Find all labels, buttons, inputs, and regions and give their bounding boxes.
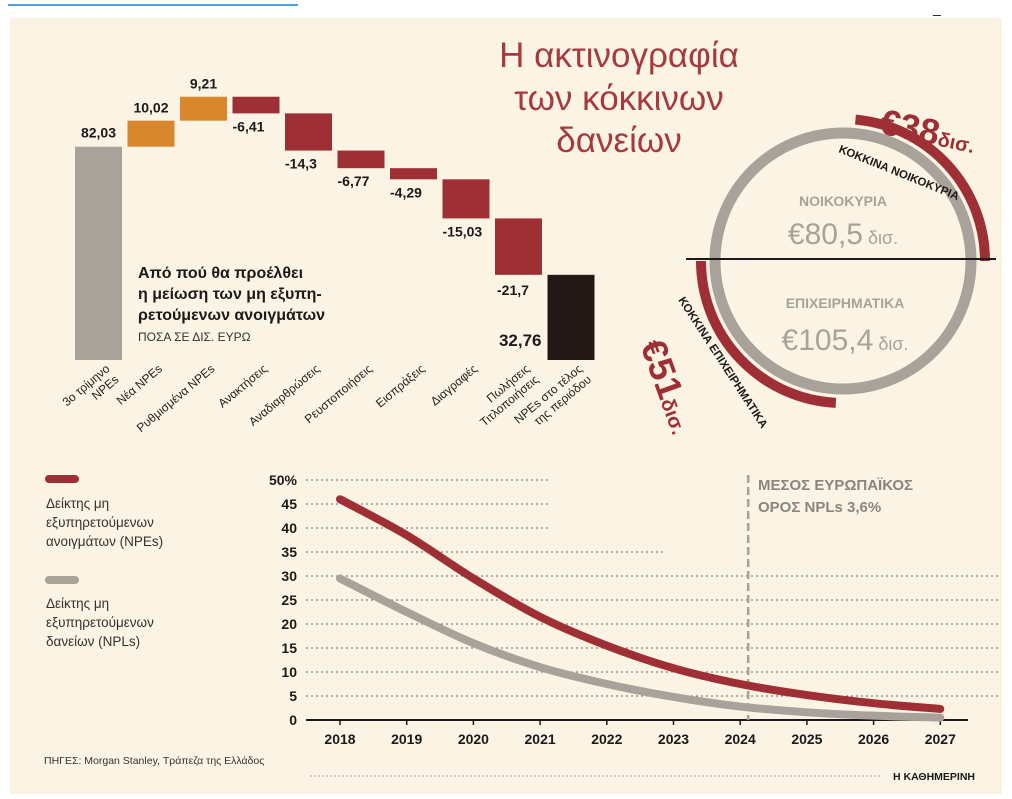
waterfall-category-label: Διαγραφές [428, 361, 480, 408]
waterfall-category-label: Ανακτήσεις [215, 361, 270, 410]
waterfall-bar [285, 113, 332, 151]
line-chart-legend: Δείκτης μη εξυπηρετούμενων ανοιγμάτων (N… [45, 475, 163, 649]
waterfall-bar [337, 150, 385, 169]
x-tick-label: 2018 [324, 731, 355, 747]
red-households-arc [855, 114, 990, 262]
sources-note: ΠΗΓΕΣ: Morgan Stanley, Τράπεζα της Ελλάδ… [44, 755, 264, 767]
business-value-unit: δισ. [878, 334, 908, 354]
waterfall-value-label: 9,21 [190, 76, 217, 92]
x-tick-label: 2023 [658, 731, 689, 747]
business-value-amount: €105,4 [782, 324, 874, 357]
waterfall-heading-line-2: η μείωση των μη εξυπη- [138, 286, 322, 303]
infographic-panel [10, 18, 1002, 794]
legend-label-npls: Δείκτης μη εξυπηρετούμενων δανείων (NPLs… [46, 596, 158, 649]
waterfall-heading-line-3: ρετούμενων ανοιγμάτων [138, 307, 325, 324]
x-tick-label: 2022 [591, 731, 622, 747]
y-tick-label: 45 [281, 496, 297, 512]
title-line-2: των κόκκινων [514, 79, 724, 118]
x-tick-label: 2021 [525, 731, 556, 747]
waterfall-bar [75, 146, 122, 360]
waterfall-value-label: 82,03 [81, 125, 116, 141]
x-tick-label: 2024 [725, 731, 756, 747]
waterfall-value-label: 10,02 [133, 100, 168, 116]
waterfall-value-label: -21,7 [497, 282, 529, 298]
waterfall-value-label: 32,76 [499, 331, 542, 350]
npes-line [336, 495, 945, 713]
y-tick-label: 5 [289, 688, 297, 704]
waterfall-bar [180, 96, 227, 121]
waterfall-bar [442, 179, 490, 219]
y-tick-label: 10 [281, 664, 297, 680]
red-business-arc [696, 260, 837, 408]
legend-label-npls-line-2: εξυπηρετούμενων [46, 615, 154, 630]
waterfall-category-line: Εισπράξεις [373, 361, 428, 410]
y-tick-label: 40 [281, 520, 297, 536]
waterfall-category-label: 3ο τρίμηνοNPEs [60, 361, 122, 419]
title-line-3: δανείων [556, 121, 681, 160]
title-line-1: Η ακτινογραφία [499, 36, 739, 75]
waterfall-bar [232, 96, 280, 114]
waterfall-bar [127, 120, 175, 147]
x-tick-label: 2027 [925, 731, 956, 747]
european-average-note-line-2: ΟΡΟΣ NPLs 3,6% [758, 499, 881, 516]
y-tick-label: 25 [281, 592, 297, 608]
legend-label-npes-line-2: εξυπηρετούμενων [46, 515, 154, 530]
business-label: ΕΠΙΧΕΙΡΗΜΑΤΙΚΑ [786, 295, 905, 311]
y-tick-label: 30 [281, 568, 297, 584]
waterfall-category-label: Εισπράξεις [373, 361, 428, 410]
npls-line [336, 574, 945, 722]
waterfall-value-label: -6,41 [233, 118, 265, 134]
households-value-amount: €80,5 [788, 218, 863, 251]
waterfall-value-label: -4,29 [390, 184, 422, 200]
y-tick-label: 0 [289, 712, 297, 728]
main-title: Η ακτινογραφία των κόκκινων δανείων [499, 36, 739, 160]
red-business-amount-unit: δισ. [656, 396, 689, 438]
waterfall-bar [547, 274, 595, 360]
waterfall-value-label: -6,77 [338, 173, 370, 189]
legend-label-npls-line-3: δανείων (NPLs) [46, 634, 140, 649]
x-tick-label: 2025 [791, 731, 822, 747]
x-tick-label: 2026 [858, 731, 889, 747]
top-link-underline [8, 4, 298, 6]
x-tick-label: 2019 [391, 731, 422, 747]
npl-ratio-line-chart: 50% 45 40 35 30 25 20 15 10 5 0 2018 2019 2020 2021 202… [269, 472, 1000, 747]
waterfall-heading: Από πού θα προέλθει η μείωση των μη εξυπ… [138, 265, 325, 324]
waterfall-bar [495, 218, 542, 275]
y-tick-label: 20 [281, 616, 297, 632]
european-average-note-line-1: ΜΕΣΟΣ ΕΥΡΩΠΑΪΚΟΣ [758, 477, 913, 494]
waterfall-heading-line-1: Από πού θα προέλθει [138, 265, 303, 282]
red-business-amount-value: €51 [632, 334, 691, 404]
y-tick-label: 35 [281, 544, 297, 560]
waterfall-category-line: Νέα NPEs [114, 362, 165, 408]
waterfall-value-label: -15,03 [443, 223, 483, 239]
waterfall-value-label: -14,3 [285, 156, 317, 172]
waterfall-category-line: Ανακτήσεις [215, 361, 270, 410]
legend-label-npes: Δείκτης μη εξυπηρετούμενων ανοιγμάτων (N… [46, 496, 163, 549]
households-value-unit: δισ. [868, 228, 898, 248]
loans-donut: ΝΟΙΚΟΚΥΡΙΑ €80,5 δισ. ΕΠΙΧΕΙΡΗΜΑΤΙΚΑ €105… [632, 101, 996, 439]
waterfall-bar [390, 168, 437, 180]
legend-label-npes-line-3: ανοιγμάτων (NPEs) [46, 534, 163, 549]
households-label: ΝΟΙΚΟΚΥΡΙΑ [799, 193, 887, 209]
y-tick-label: 15 [281, 640, 297, 656]
donut-ring [709, 127, 977, 395]
legend-label-npls-line-1: Δείκτης μη [46, 596, 109, 611]
waterfall-category-line: Διαγραφές [428, 361, 480, 408]
x-tick-label: 2020 [458, 731, 489, 747]
y-tick-label: 50% [269, 472, 298, 488]
households-value: €80,5 δισ. [788, 218, 898, 251]
waterfall-unit-note: ΠΟΣΑ ΣΕ ΔΙΣ. ΕΥΡΩ [138, 330, 251, 344]
red-business-amount: €51δισ. [632, 334, 704, 439]
business-value: €105,4 δισ. [782, 324, 909, 357]
publisher-credit: Η ΚΑΘΗΜΕΡΙΝΗ [893, 771, 975, 783]
waterfall-category-label: Νέα NPEs [114, 362, 165, 408]
cursor-glyph: _ [933, 0, 941, 16]
legend-label-npes-line-1: Δείκτης μη [46, 496, 109, 511]
